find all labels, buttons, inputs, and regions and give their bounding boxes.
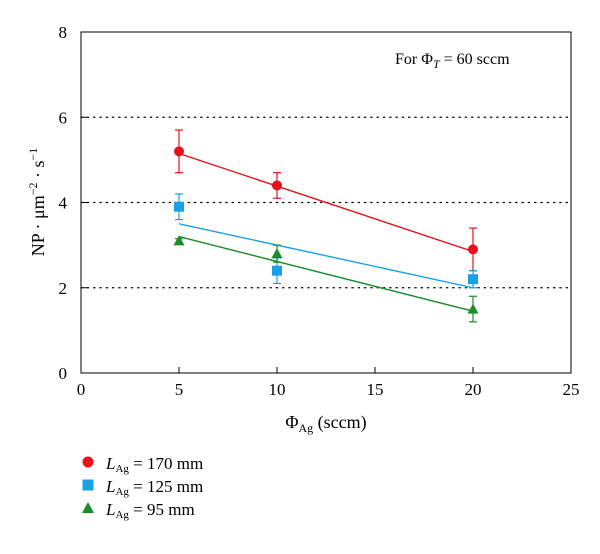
data-point-triangle bbox=[173, 235, 185, 246]
legend-label-170: LAg = 170 mm bbox=[106, 454, 204, 475]
fit-line-0 bbox=[178, 152, 474, 253]
y-tick-label: 2 bbox=[59, 279, 68, 298]
data-point-circle bbox=[272, 180, 282, 191]
legend-entry-125: LAg = 125 mm bbox=[80, 475, 380, 498]
legend-label-95: LAg = 95 mm bbox=[106, 500, 195, 521]
data-point-triangle bbox=[271, 248, 283, 259]
x-tick-label: 20 bbox=[465, 380, 482, 399]
data-markers bbox=[173, 146, 479, 314]
data-point-square bbox=[174, 201, 184, 212]
annotation: For ΦT = 60 sccm bbox=[395, 51, 510, 71]
x-tick-label: 25 bbox=[563, 380, 580, 399]
legend-entry-95: LAg = 95 mm bbox=[80, 498, 380, 521]
chart: For ΦT = 60 sccm ΦAg (sccm) NP · μm−2 · … bbox=[26, 23, 580, 435]
grid-lines bbox=[80, 116, 572, 289]
legend-triangle-icon bbox=[82, 502, 94, 513]
x-axis-label: ΦAg (sccm) bbox=[285, 412, 366, 435]
x-tick-label: 0 bbox=[77, 380, 86, 399]
fit-line-1 bbox=[178, 223, 474, 289]
x-tick-label: 5 bbox=[175, 380, 184, 399]
legend-square-icon bbox=[82, 479, 94, 491]
legend-circle-icon bbox=[82, 456, 94, 468]
data-point-square bbox=[468, 274, 478, 285]
y-tick-label: 8 bbox=[59, 23, 68, 42]
legend-entry-170: LAg = 170 mm bbox=[80, 452, 380, 475]
x-tick-label: 15 bbox=[367, 380, 384, 399]
data-point-triangle bbox=[467, 303, 479, 314]
fit-lines bbox=[178, 152, 474, 312]
data-point-circle bbox=[468, 244, 478, 255]
y-tick-label: 4 bbox=[59, 194, 68, 213]
y-tick-label: 6 bbox=[59, 108, 68, 127]
x-tick-label: 10 bbox=[269, 380, 286, 399]
error-bars bbox=[175, 129, 477, 323]
data-point-circle bbox=[174, 146, 184, 157]
y-tick-label: 0 bbox=[59, 364, 68, 383]
legend-label-125: LAg = 125 mm bbox=[106, 477, 204, 498]
axis-ticks bbox=[80, 31, 572, 374]
data-point-square bbox=[272, 265, 282, 276]
legend: LAg = 170 mm LAg = 125 mm LAg = 95 mm bbox=[80, 452, 380, 521]
y-axis-label: NP · μm−2 · s−1 bbox=[26, 148, 48, 257]
fit-line-2 bbox=[178, 235, 474, 312]
